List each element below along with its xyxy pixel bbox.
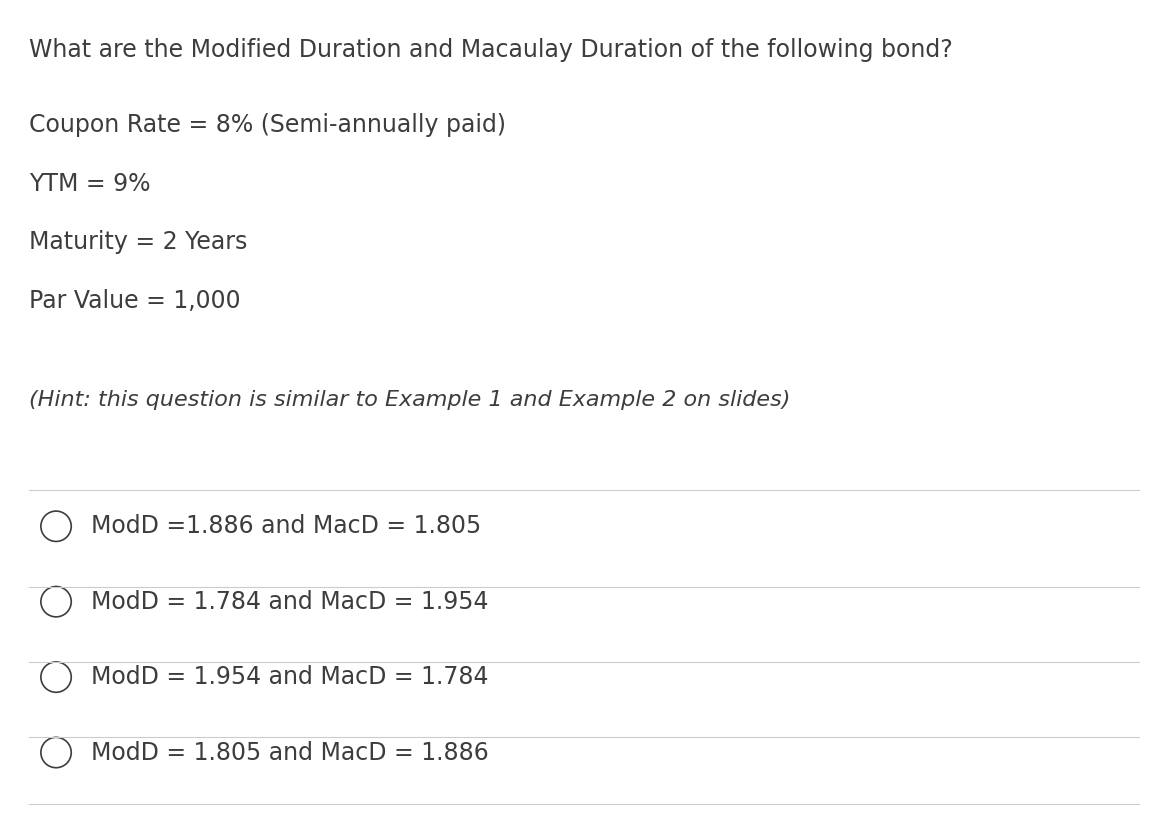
- Text: Par Value = 1,000: Par Value = 1,000: [29, 289, 241, 313]
- Text: ModD = 1.784 and MacD = 1.954: ModD = 1.784 and MacD = 1.954: [91, 590, 488, 613]
- Text: ModD = 1.954 and MacD = 1.784: ModD = 1.954 and MacD = 1.784: [91, 665, 488, 689]
- Text: What are the Modified Duration and Macaulay Duration of the following bond?: What are the Modified Duration and Macau…: [29, 38, 953, 62]
- Text: Maturity = 2 Years: Maturity = 2 Years: [29, 230, 248, 255]
- Text: (Hint: this question is similar to Example 1 and Example 2 on slides): (Hint: this question is similar to Examp…: [29, 390, 791, 410]
- Text: ModD = 1.805 and MacD = 1.886: ModD = 1.805 and MacD = 1.886: [91, 741, 489, 764]
- Text: YTM = 9%: YTM = 9%: [29, 172, 151, 196]
- Text: Coupon Rate = 8% (Semi-annually paid): Coupon Rate = 8% (Semi-annually paid): [29, 113, 506, 137]
- Text: ModD =1.886 and MacD = 1.805: ModD =1.886 and MacD = 1.805: [91, 515, 481, 538]
